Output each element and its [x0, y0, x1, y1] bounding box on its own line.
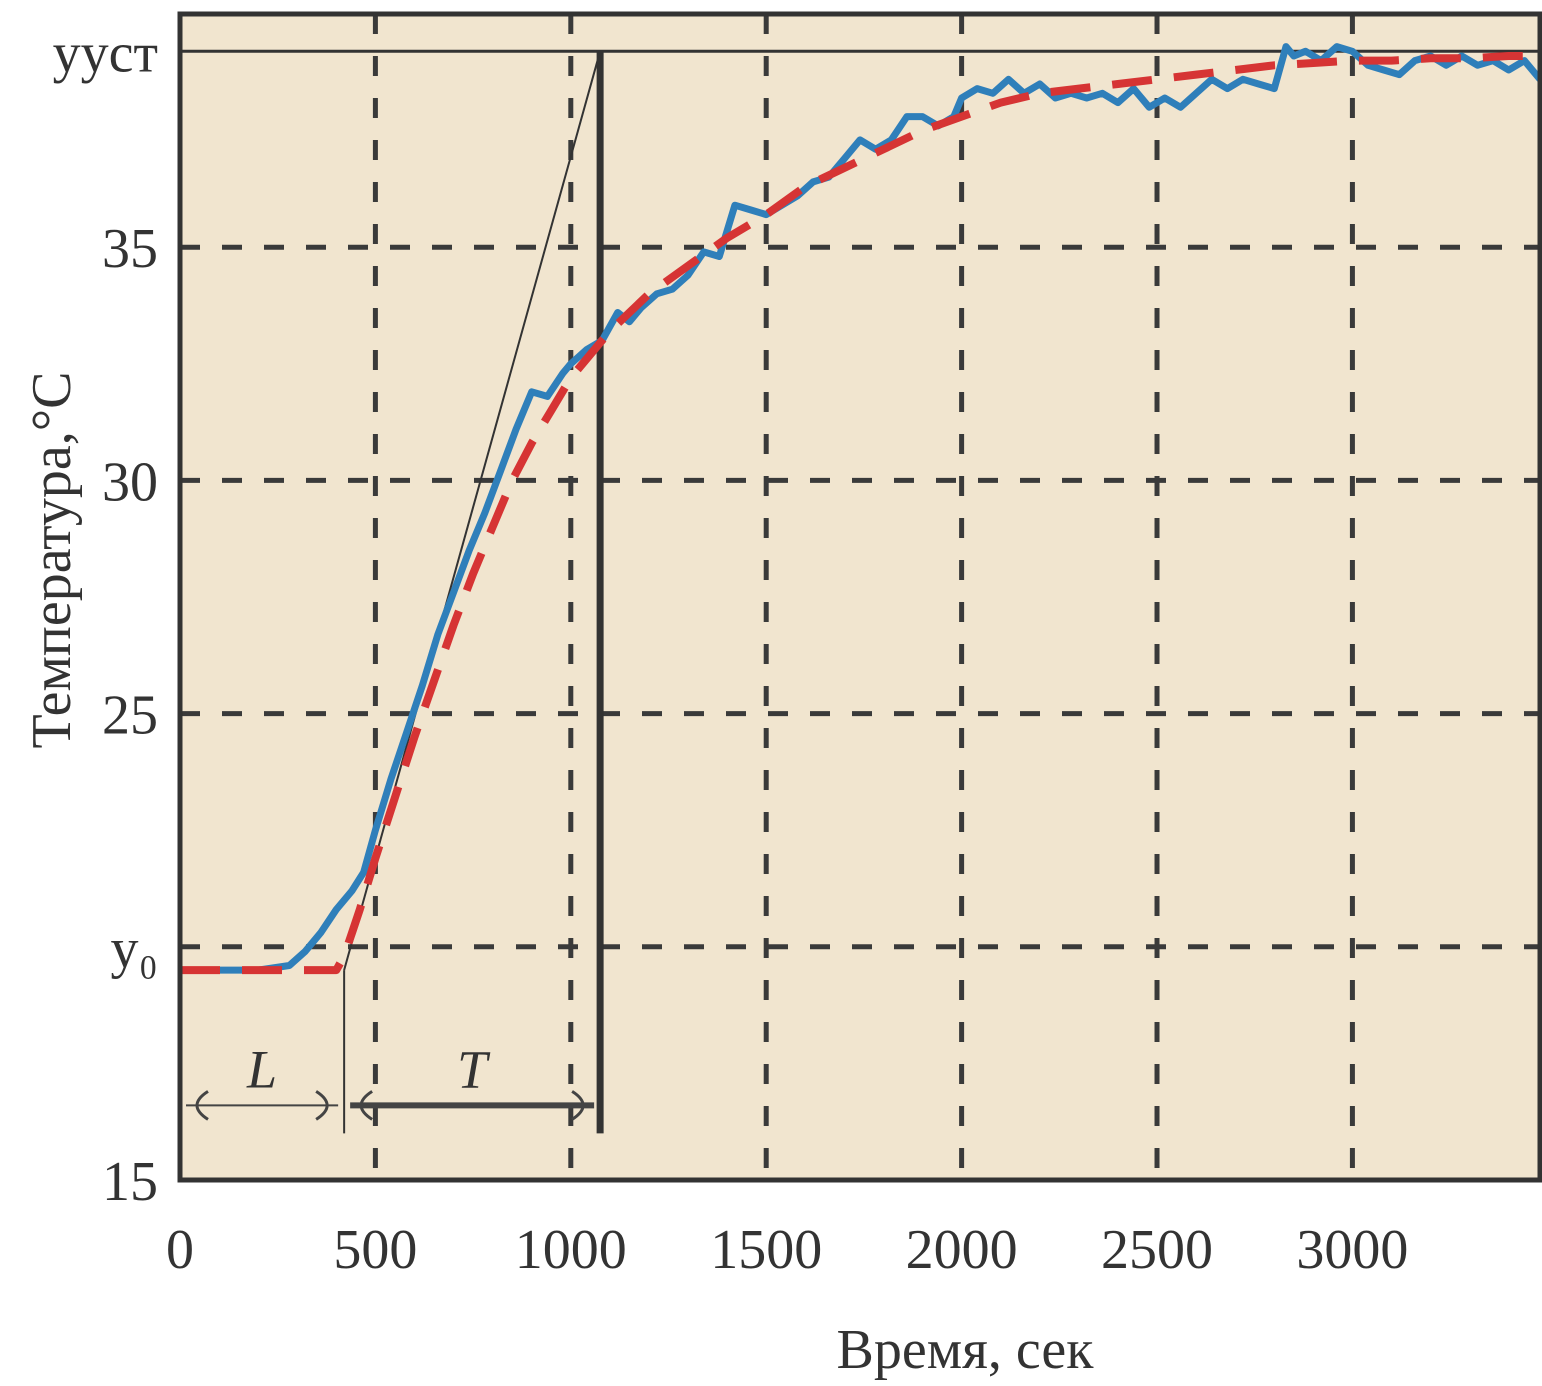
L-arrow-head-right — [315, 1090, 329, 1121]
y-tick-label: yуст — [53, 22, 158, 84]
L-arrow-head-left — [195, 1090, 209, 1121]
x-tick-label: 0 — [166, 1219, 194, 1281]
annotations — [180, 49, 1540, 1134]
plot-background — [180, 14, 1540, 1180]
grid — [180, 14, 1540, 1180]
x-tick-label: 2500 — [1101, 1219, 1213, 1281]
x-tick-label: 1000 — [515, 1219, 627, 1281]
y-tick-label: 25 — [102, 685, 158, 747]
measured-series-line — [180, 43, 1542, 974]
y-tick-label: 15 — [102, 1151, 158, 1213]
y-tick-label: y₀ — [110, 918, 158, 980]
T-arrow-head-left — [359, 1090, 373, 1121]
x-axis-label: Время, сек — [836, 1319, 1094, 1381]
x-tick-label: 500 — [333, 1219, 417, 1281]
x-tick-label: 3000 — [1296, 1219, 1408, 1281]
y-tick-label: 35 — [102, 218, 158, 280]
x-tick-label: 1500 — [710, 1219, 822, 1281]
L-label: L — [246, 1039, 277, 1099]
y-tick-labels: 15 y₀ 25 30 35 yуст — [53, 22, 158, 1213]
y-axis-label: Температура,°C — [21, 372, 83, 749]
plot-frame — [177, 11, 1542, 1183]
x-tick-labels: 0 500 1000 1500 2000 2500 3000 — [166, 1219, 1408, 1281]
model-series-line — [180, 52, 1540, 975]
y-tick-label: 30 — [102, 451, 158, 513]
series-group — [180, 43, 1542, 975]
x-tick-label: 2000 — [906, 1219, 1018, 1281]
T-label: T — [457, 1039, 491, 1099]
T-arrow-head-right — [571, 1090, 585, 1121]
